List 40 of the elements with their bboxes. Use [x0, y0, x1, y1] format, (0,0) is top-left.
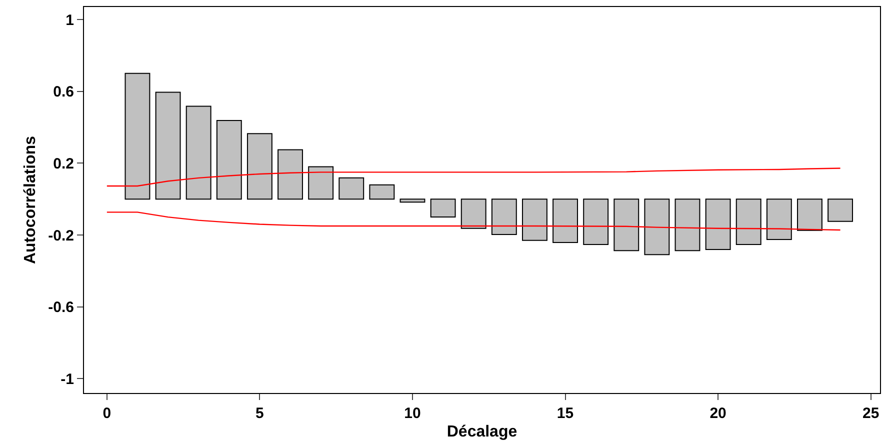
bar [369, 184, 395, 200]
bar [522, 198, 548, 241]
bar [216, 120, 242, 200]
bar [674, 198, 700, 252]
bar [186, 106, 212, 200]
bar [124, 72, 150, 200]
bar [155, 92, 181, 200]
y-tick-label: -0.6 [48, 299, 74, 316]
bar [766, 198, 792, 240]
line-series [106, 168, 841, 187]
y-tick-label: 1 [66, 12, 74, 29]
y-tick-label: 0.6 [53, 84, 74, 101]
y-tick-label: -0.2 [48, 227, 74, 244]
bar [552, 198, 578, 244]
bar [736, 198, 762, 246]
bar [338, 177, 364, 200]
x-tick-label: 25 [862, 405, 880, 422]
y-tick-label: -1 [60, 370, 74, 388]
x-tick-label: 0 [102, 405, 112, 422]
line-series [106, 212, 841, 231]
bar [705, 198, 731, 250]
bar [278, 149, 303, 200]
x-tick-label: 5 [256, 405, 264, 422]
x-tick-label: 20 [710, 405, 726, 422]
bar [797, 198, 822, 231]
x-tick-label: 15 [556, 405, 574, 422]
y-tick-label: 0.2 [53, 155, 74, 172]
x-tick-label: 10 [404, 405, 421, 422]
bar [644, 198, 670, 256]
bar [246, 133, 272, 200]
bar [460, 198, 486, 229]
bar [491, 198, 517, 235]
bar [828, 198, 853, 222]
y-axis-title: Autocorrélations [22, 136, 40, 264]
x-axis-title: Décalage [446, 424, 518, 441]
bar [430, 198, 456, 218]
bar [400, 198, 426, 203]
bar [614, 198, 640, 252]
bar [583, 198, 609, 246]
bar [308, 166, 334, 200]
